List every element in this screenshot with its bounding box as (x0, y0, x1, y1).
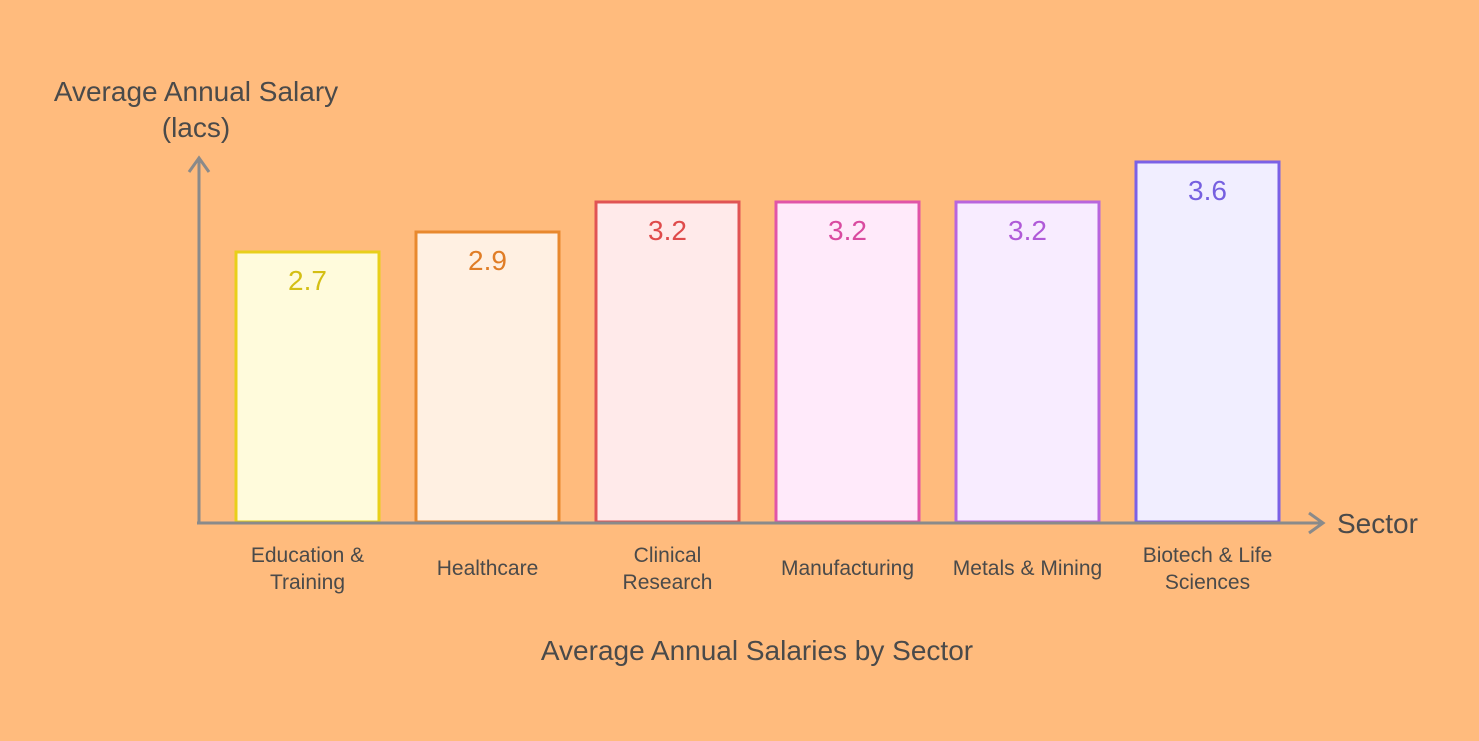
y-axis-arrow (187, 155, 211, 173)
value-label-3: 3.2 (828, 215, 867, 246)
category-label-5-line-0: Biotech & Life (1143, 544, 1273, 567)
category-label-2-line-1: Research (623, 571, 713, 594)
bar-0 (234, 250, 381, 524)
category-label-0-line-0: Education & (251, 544, 364, 567)
bar-4 (954, 200, 1101, 524)
chart-title: Average Annual Salaries by Sector (541, 635, 973, 666)
value-label-1: 2.9 (468, 245, 507, 276)
bar-2 (594, 200, 741, 524)
value-label-5: 3.6 (1188, 175, 1227, 206)
bar-series: 2.7 2.9 3.2 3.2 3.2 3.6 (234, 160, 1281, 524)
y-axis-title-line-1: Average Annual Salary (54, 76, 338, 107)
bar-5 (1134, 160, 1281, 524)
bar-1 (414, 230, 561, 524)
value-label-2: 3.2 (648, 215, 687, 246)
category-label-0-line-1: Training (270, 571, 345, 594)
category-labels: Education & Training Healthcare Clinical Res… (251, 544, 1272, 594)
value-label-4: 3.2 (1008, 215, 1047, 246)
category-label-2-line-0: Clinical (634, 544, 702, 567)
bar-3 (774, 200, 921, 524)
y-axis-title-line-2: (lacs) (162, 112, 230, 143)
category-label-1-line-0: Healthcare (437, 557, 539, 580)
category-label-3-line-0: Manufacturing (781, 557, 914, 580)
x-axis-arrow (1308, 511, 1326, 535)
category-label-5-line-1: Sciences (1165, 571, 1250, 594)
category-label-4-line-0: Metals & Mining (953, 557, 1102, 580)
x-axis-title: Sector (1337, 508, 1418, 539)
value-label-0: 2.7 (288, 265, 327, 296)
